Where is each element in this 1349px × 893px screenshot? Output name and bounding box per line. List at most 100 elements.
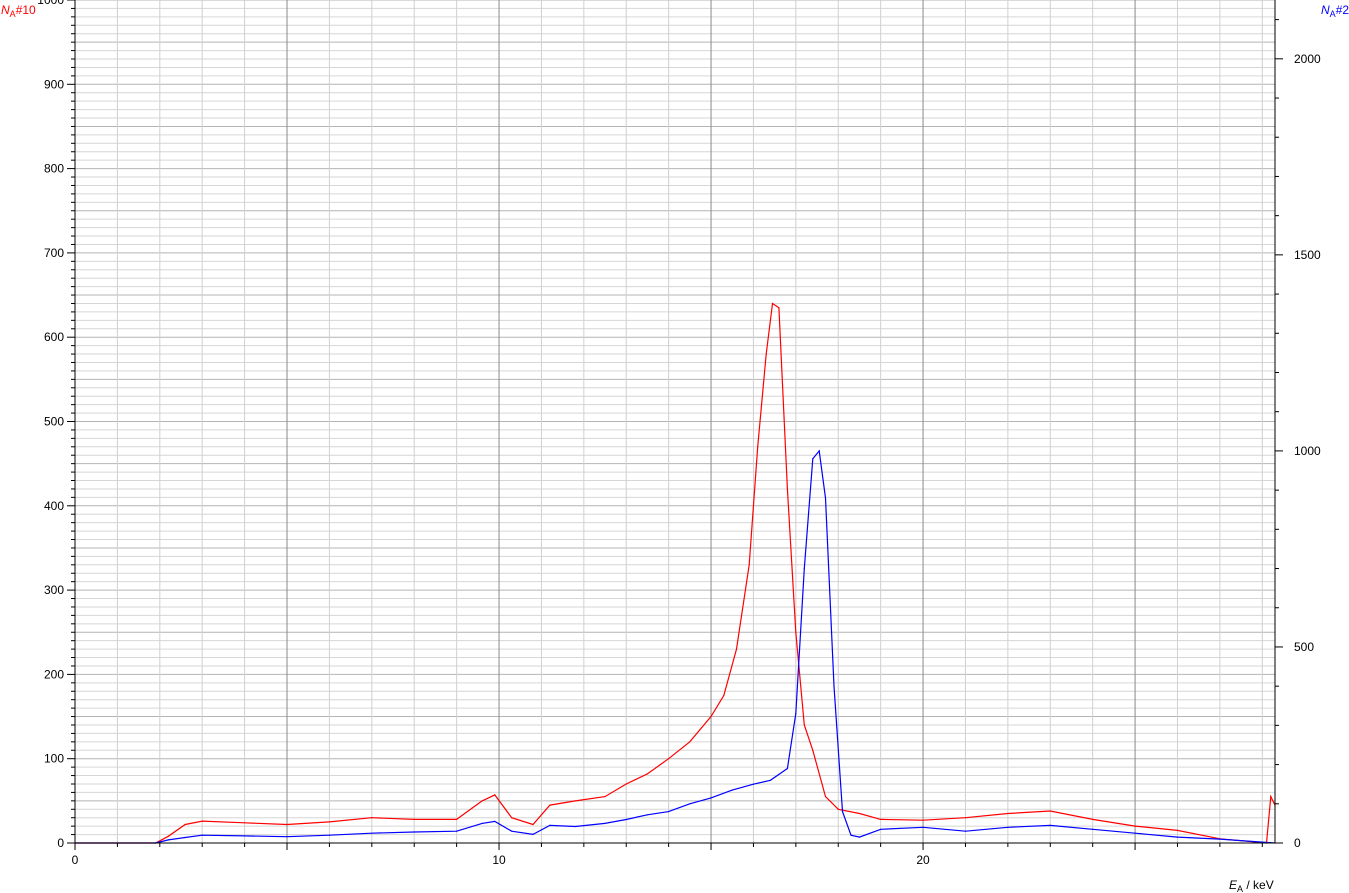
- data-point: [1049, 824, 1051, 827]
- data-point: [328, 834, 330, 836]
- data-point: [413, 818, 415, 821]
- data-point: [668, 758, 670, 760]
- x-tick-label: 0: [72, 853, 79, 867]
- data-point: [710, 797, 712, 799]
- data-point: [858, 836, 861, 838]
- data-point: [328, 821, 330, 823]
- data-point: [167, 835, 169, 837]
- major-grid: [286, 0, 1136, 843]
- data-point: [494, 820, 496, 823]
- data-point: [481, 822, 483, 825]
- data-point: [1270, 796, 1272, 798]
- data-point: [786, 488, 789, 490]
- x-title-unit: / keV: [1243, 878, 1274, 892]
- y-right-tick-label: 1000: [1294, 444, 1321, 458]
- data-point: [184, 823, 186, 826]
- data-point: [494, 794, 496, 796]
- y-left-title-sub: A: [10, 9, 16, 19]
- data-point: [1007, 826, 1009, 828]
- data-point: [689, 803, 691, 805]
- data-point: [1092, 828, 1094, 830]
- data-point: [244, 822, 246, 824]
- y-left-tick-label: 800: [44, 162, 64, 176]
- data-point: [625, 818, 627, 821]
- data-point: [786, 767, 789, 770]
- x-axis-title: EA / keV: [1229, 878, 1274, 893]
- data-point: [803, 724, 805, 726]
- data-point: [481, 800, 483, 802]
- y-left-tick-label: 200: [44, 667, 64, 681]
- data-point: [922, 819, 924, 821]
- y-left-tick-label: 1000: [37, 0, 64, 7]
- data-point: [604, 796, 606, 798]
- data-point: [723, 694, 725, 697]
- y-right-tick-label: 0: [1294, 836, 1301, 850]
- data-point: [625, 783, 627, 785]
- data-point: [922, 826, 924, 828]
- data-point: [286, 823, 288, 826]
- data-point: [532, 833, 534, 836]
- data-point: [812, 458, 814, 460]
- y-left-tick-label: 300: [44, 583, 64, 597]
- data-point: [668, 811, 670, 813]
- data-point: [549, 824, 551, 827]
- data-point: [646, 814, 649, 816]
- data-point: [646, 773, 649, 775]
- data-point: [1007, 812, 1009, 815]
- data-point: [1092, 818, 1094, 821]
- x-tick-label: 10: [492, 853, 506, 867]
- data-point: [748, 564, 750, 566]
- data-point: [574, 825, 577, 828]
- series-line-right: [75, 449, 1276, 844]
- x-tick-label: 20: [916, 853, 930, 867]
- data-point: [795, 631, 797, 633]
- y-right-title-symbol: N: [1321, 3, 1330, 17]
- data-point: [765, 353, 767, 355]
- y-right-tick-label: 500: [1294, 640, 1314, 654]
- data-point: [1219, 838, 1221, 840]
- data-point: [858, 812, 861, 815]
- data-point: [1176, 829, 1179, 832]
- data-point: [812, 749, 814, 751]
- data-point: [880, 818, 882, 821]
- data-point: [184, 836, 186, 839]
- y-right-title-sub: A: [1330, 9, 1336, 19]
- y-left-tick-label: 100: [44, 752, 64, 766]
- data-point: [371, 832, 373, 834]
- series-layer: [74, 302, 1276, 844]
- data-point: [244, 835, 246, 837]
- data-point: [574, 800, 577, 802]
- data-point: [824, 796, 827, 798]
- data-point: [413, 831, 415, 833]
- y-left-axis-title: NA#10: [1, 3, 36, 19]
- data-point: [1176, 836, 1179, 838]
- y-right-tick-label: 2000: [1294, 52, 1321, 66]
- data-point: [771, 302, 774, 305]
- data-point: [964, 817, 967, 819]
- data-point: [824, 497, 827, 499]
- y-left-title-suffix: #10: [16, 3, 36, 17]
- data-point: [818, 450, 820, 452]
- y-left-tick-label: 0: [57, 836, 64, 850]
- data-point: [803, 567, 805, 570]
- data-point: [735, 648, 738, 650]
- y-right-tick-label: 1500: [1294, 248, 1321, 262]
- data-point: [769, 779, 772, 781]
- data-point: [549, 804, 551, 806]
- y-right-axis-title: NA#2: [1321, 3, 1349, 19]
- data-point: [532, 823, 534, 826]
- y-left-tick-label: 400: [44, 499, 64, 513]
- y-left-title-symbol: N: [1, 3, 10, 17]
- data-point: [850, 834, 852, 836]
- data-point: [511, 830, 513, 832]
- data-point: [1134, 825, 1136, 827]
- data-point: [752, 783, 755, 785]
- data-point: [167, 839, 169, 841]
- data-point: [456, 830, 458, 832]
- data-point: [710, 715, 712, 718]
- axes: 0100200300400500600700800900100005001000…: [37, 0, 1321, 867]
- data-point: [778, 307, 780, 309]
- data-point: [795, 713, 797, 715]
- x-title-symbol: E: [1229, 878, 1238, 892]
- data-point: [511, 817, 513, 819]
